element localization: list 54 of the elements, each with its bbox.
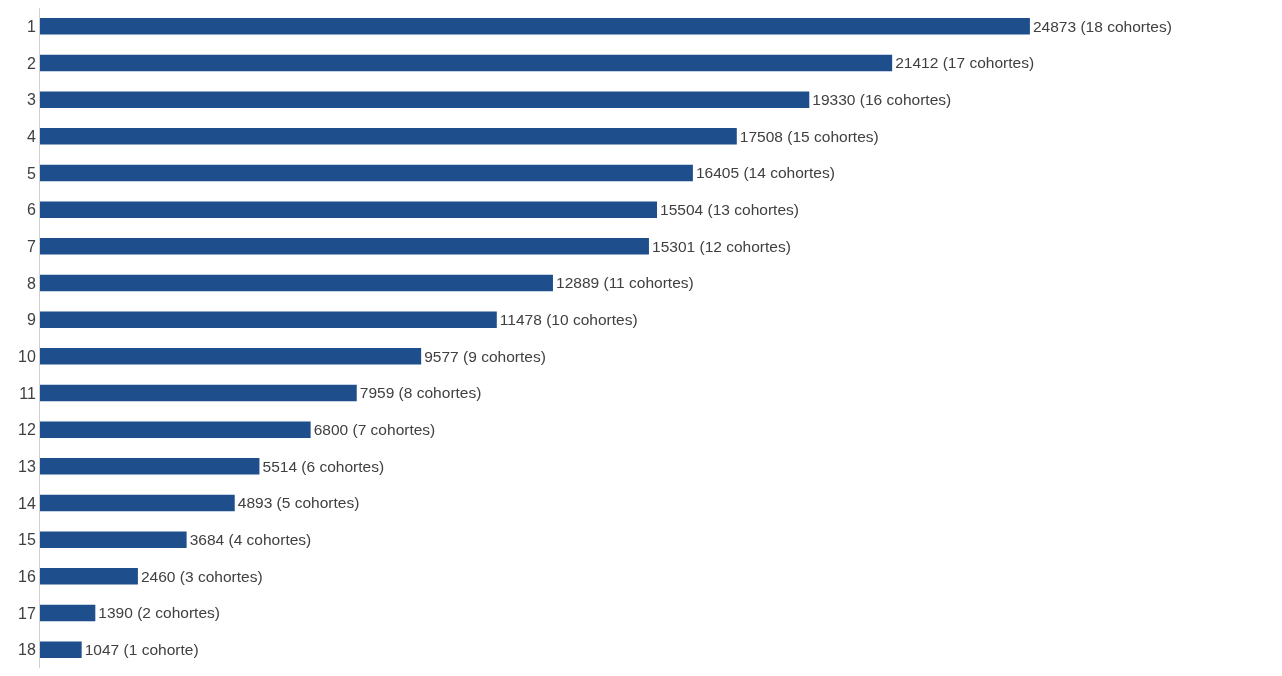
data-label: 17508 (15 cohortes)	[739, 127, 879, 145]
y-tick-label: 4	[26, 127, 36, 145]
data-label: 2460 (3 cohortes)	[140, 567, 263, 585]
data-label: 3684 (4 cohortes)	[189, 531, 312, 549]
bar	[40, 91, 810, 108]
y-tick-label: 14	[18, 494, 36, 512]
data-label: 9577 (9 cohortes)	[424, 347, 546, 365]
y-tick-label: 13	[18, 457, 36, 475]
y-tick-label: 1	[26, 17, 36, 35]
data-label: 15301 (12 cohortes)	[652, 237, 791, 255]
bar	[40, 18, 1030, 35]
y-tick-label: 10	[18, 347, 36, 365]
bar	[40, 238, 649, 255]
y-tick-label: 9	[26, 311, 36, 329]
data-label: 15504 (13 cohortes)	[660, 201, 799, 219]
data-label: 1390 (2 cohortes)	[98, 604, 220, 622]
y-tick-label: 17	[18, 604, 36, 622]
bar	[40, 54, 893, 72]
bar	[40, 568, 138, 585]
bar	[40, 164, 693, 182]
data-label: 11478 (10 cohortes)	[499, 311, 638, 329]
y-tick-label: 15	[18, 531, 36, 549]
data-label: 5514 (6 cohortes)	[262, 457, 385, 475]
bar	[40, 128, 737, 145]
data-label: 6800 (7 cohortes)	[313, 421, 436, 439]
bar	[40, 348, 422, 365]
bar	[40, 274, 553, 292]
bar	[40, 201, 658, 218]
y-tick-label: 3	[26, 91, 36, 109]
bar	[40, 641, 82, 658]
y-tick-label: 11	[19, 384, 36, 402]
data-label: 24873 (18 cohortes)	[1032, 17, 1172, 35]
y-tick-label: 2	[26, 54, 36, 72]
y-tick-label: 18	[18, 641, 36, 659]
bar	[40, 494, 235, 512]
bar	[40, 311, 497, 328]
data-label: 1047 (1 cohorte)	[84, 641, 199, 659]
y-tick-label: 6	[26, 201, 36, 219]
bar	[40, 458, 260, 475]
bar	[40, 604, 96, 622]
y-tick-label: 16	[18, 567, 36, 585]
data-label: 16405 (14 cohortes)	[695, 164, 835, 182]
data-label: 21412 (17 cohortes)	[895, 54, 1035, 72]
data-label: 19330 (16 cohortes)	[812, 91, 952, 109]
y-tick-label: 8	[26, 274, 36, 292]
y-tick-label: 5	[26, 164, 36, 182]
y-tick-label: 12	[18, 421, 36, 439]
bar	[40, 384, 357, 402]
bar	[40, 531, 187, 548]
bar	[40, 421, 311, 438]
data-label: 4893 (5 cohortes)	[237, 494, 360, 512]
data-label: 7959 (8 cohortes)	[359, 384, 482, 402]
data-label: 12889 (11 cohortes)	[556, 274, 694, 292]
y-tick-label: 7	[26, 237, 36, 255]
